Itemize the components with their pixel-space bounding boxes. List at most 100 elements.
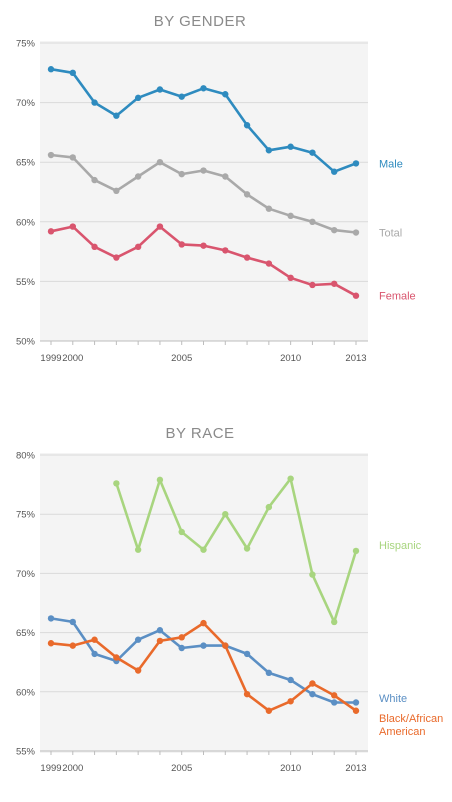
black-african-american-point [47,640,55,647]
total-point [156,159,164,166]
female-point [134,243,142,251]
female-point [91,243,98,251]
total-point [178,170,185,178]
white-point [178,644,185,652]
race-series [47,475,360,714]
race-legend: Hispanic White Black/African American [379,540,443,738]
total-point [47,151,55,159]
white-point [309,690,316,698]
gender-y-tick-label: 50% [16,337,36,348]
race-y-tick-label: 75% [16,510,36,521]
hispanic-line [115,477,358,624]
hispanic-point [222,511,229,518]
female-point [243,254,251,261]
male-point [69,69,76,77]
black-african-american-point [222,642,229,649]
male-point [222,91,229,98]
black-african-american-point [156,637,164,645]
total-point [331,226,338,234]
male-point [134,94,142,102]
total-label: Total [379,228,402,240]
race-y-tick-label: 65% [16,628,36,639]
female-point [222,247,229,254]
hispanic-point [309,571,316,578]
hispanic-point [156,476,164,484]
male-point [47,66,55,73]
total-point [222,173,229,180]
total-point [352,229,360,236]
gender-y-tick-label: 65% [16,158,36,169]
gender-x-tick-label: 2013 [345,353,366,364]
white-point [156,627,164,634]
black-african-american-point [352,707,360,714]
hispanic-point [287,475,294,482]
white-point [352,699,360,706]
total-point [287,212,294,220]
female-point [331,280,338,287]
race-chart-title: BY RACE [165,425,234,442]
hispanic-point [134,546,142,553]
white-point [287,676,294,684]
gender-series [47,66,360,299]
total-point [91,176,98,184]
hispanic-point [200,546,207,553]
white-point [265,669,273,677]
female-point [200,242,207,249]
female-label: Female [379,291,416,303]
total-point [134,173,142,180]
female-point [113,254,120,261]
black-african-american-point [69,642,76,649]
gender-chart: BY GENDER 50% 55% 60% 65% 70% 75% 1999 2000 200… [16,13,416,364]
male-point [113,112,120,119]
black-african-american-point [331,692,338,699]
black-african-american-label: Black/African American [379,713,443,738]
race-y-tick-label: 70% [16,569,36,580]
female-point [156,223,164,230]
race-y-axis: 55% 60% 65% 70% 75% 80% [16,451,36,758]
male-point [287,143,294,150]
race-x-tick-label: 2000 [62,763,83,774]
gender-legend: Male Total Female [379,158,416,302]
white-point [331,699,338,706]
race-x-tick-label: 2010 [280,763,301,774]
gender-x-tick-label: 1999 [40,353,61,364]
gender-x-tick-label: 2010 [280,353,301,364]
hispanic-point [265,503,273,511]
male-point [156,86,164,93]
black-african-american-point [265,707,273,714]
total-point [113,187,120,195]
hispanic-point [178,528,185,536]
male-point [265,147,273,154]
hispanic-label: Hispanic [379,540,422,552]
gender-y-axis: 50% 55% 60% 65% 70% 75% [16,39,36,348]
black-african-american-point [91,636,98,643]
male-point [331,168,338,175]
female-point [287,274,294,282]
gender-x-tick-label: 2005 [171,353,192,364]
male-point [178,93,185,100]
total-point [243,191,251,198]
race-plot-background [40,453,368,753]
black-african-american-point [287,698,294,705]
female-point [47,228,55,235]
gender-y-tick-label: 60% [16,217,36,228]
male-point [200,85,207,92]
race-x-tick-label: 1999 [40,763,61,774]
race-y-tick-label: 80% [16,451,36,462]
race-x-tick-label: 2013 [345,763,366,774]
male-point [309,149,316,156]
white-point [69,618,76,626]
female-point [352,292,360,299]
gender-x-axis: 1999 2000 2005 2010 2013 [40,341,367,364]
white-point [47,615,55,622]
race-chart: BY RACE 55% 60% 65% 70% 75% 80% 1999 2000 2005 2… [16,425,443,774]
gender-y-tick-label: 70% [16,98,36,109]
gender-x-tick-label: 2000 [62,353,83,364]
black-african-american-point [200,619,207,627]
male-point [352,160,360,167]
male-label: Male [379,158,403,170]
gender-chart-title: BY GENDER [154,13,247,30]
male-point [91,99,98,106]
female-point [265,260,273,267]
